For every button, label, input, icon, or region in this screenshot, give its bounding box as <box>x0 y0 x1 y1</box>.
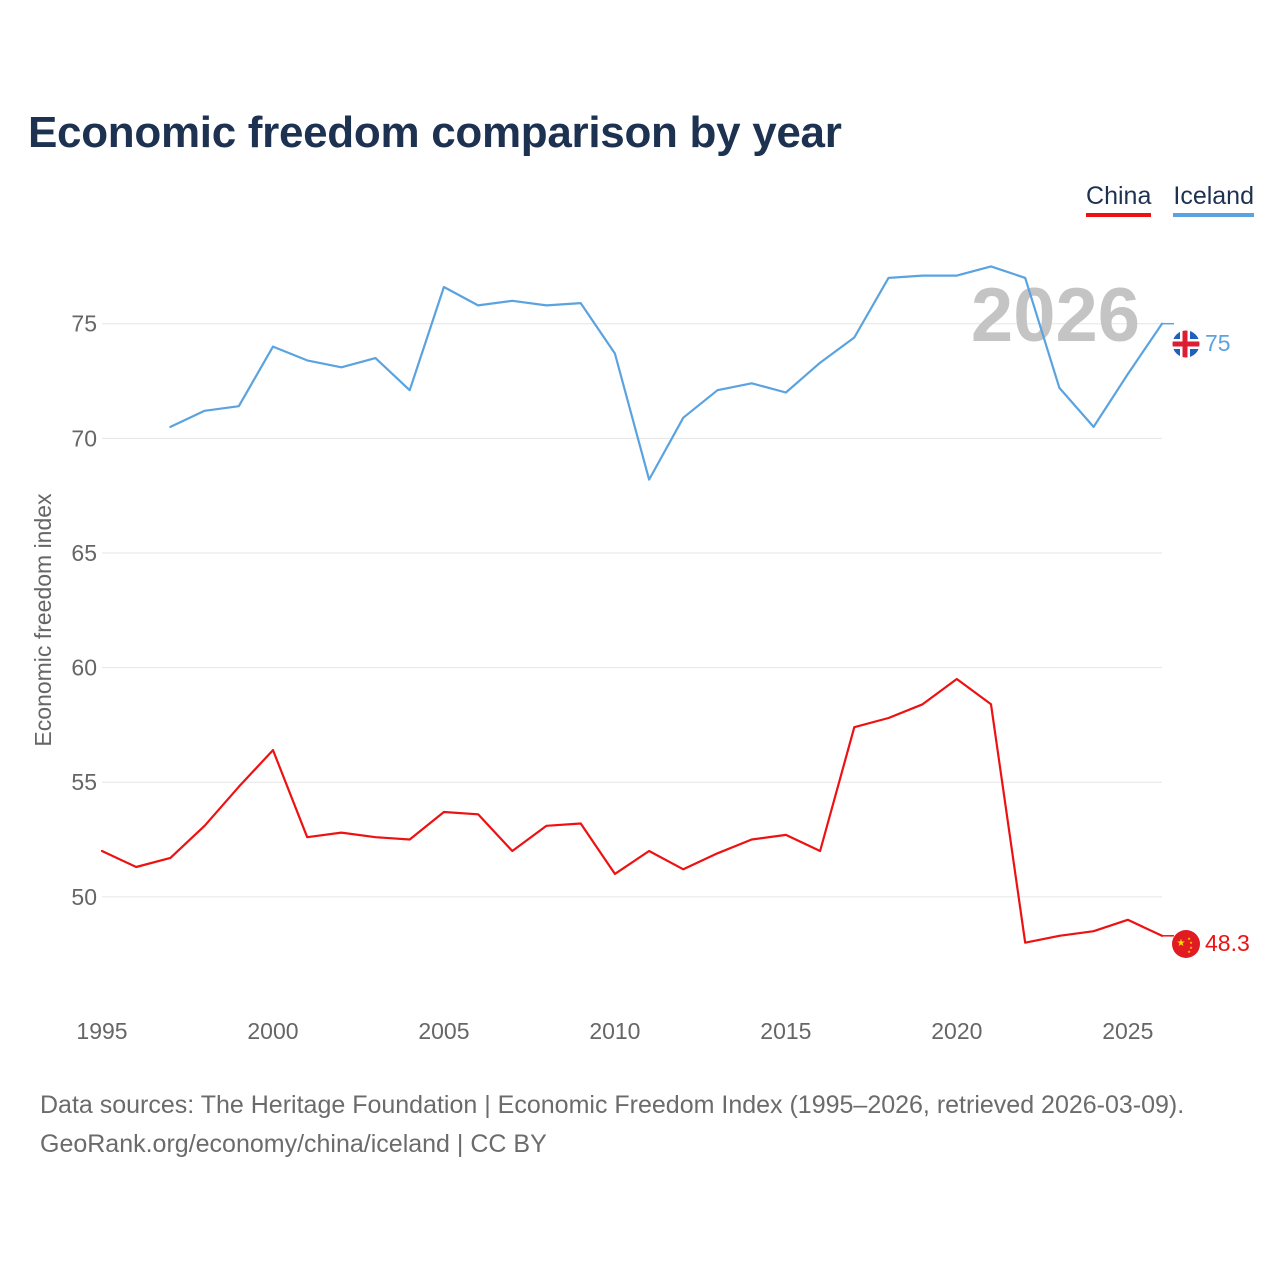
x-tick-label: 2010 <box>589 1018 640 1044</box>
data-point-iceland[interactable] <box>1020 273 1030 283</box>
legend-item-china[interactable]: China <box>1086 182 1152 217</box>
series-line-iceland <box>169 265 1164 481</box>
y-tick-label: 65 <box>71 540 97 566</box>
x-tick-label: 2000 <box>247 1018 298 1044</box>
data-point-china[interactable] <box>678 864 688 874</box>
line-chart: 50 55 60 65 70 75 1995 2000 2005 2010 2015 2020 2025… <box>30 261 1250 1044</box>
x-tick-label: 2015 <box>760 1018 811 1044</box>
data-point-china[interactable] <box>131 862 141 872</box>
data-source-note: Data sources: The Heritage Foundation | … <box>40 1091 1185 1119</box>
data-point-iceland[interactable] <box>371 353 381 363</box>
data-point-iceland[interactable] <box>1089 422 1099 432</box>
y-tick-label: 55 <box>71 769 97 795</box>
x-tick-label: 2005 <box>418 1018 469 1044</box>
data-point-china[interactable] <box>371 832 381 842</box>
data-point-iceland[interactable] <box>610 349 620 359</box>
data-point-iceland[interactable] <box>542 300 552 310</box>
legend-item-iceland[interactable]: Iceland <box>1173 182 1254 217</box>
data-point-iceland[interactable] <box>473 300 483 310</box>
data-point-china[interactable] <box>1089 926 1099 936</box>
data-point-iceland[interactable] <box>815 358 825 368</box>
data-point-iceland[interactable] <box>712 385 722 395</box>
data-point-iceland[interactable] <box>165 422 175 432</box>
data-point-iceland[interactable] <box>883 273 893 283</box>
svg-text:★: ★ <box>1189 945 1193 950</box>
data-point-iceland[interactable] <box>986 261 996 271</box>
y-tick-label: 70 <box>71 425 97 451</box>
svg-text:★: ★ <box>1189 940 1193 945</box>
data-point-china[interactable] <box>97 846 107 856</box>
data-point-china[interactable] <box>952 674 962 684</box>
data-point-china[interactable] <box>1054 931 1064 941</box>
data-point-china[interactable] <box>918 699 928 709</box>
year-watermark: 2026 <box>971 273 1140 358</box>
data-point-iceland[interactable] <box>918 271 928 281</box>
svg-text:★: ★ <box>1187 949 1191 954</box>
china-flag-icon: ★ ★ ★ ★ ★ <box>1172 930 1200 958</box>
data-point-iceland[interactable] <box>405 385 415 395</box>
data-point-china[interactable] <box>439 807 449 817</box>
data-point-iceland[interactable] <box>576 298 586 308</box>
data-point-china[interactable] <box>849 722 859 732</box>
data-point-china[interactable] <box>576 818 586 828</box>
data-point-china[interactable] <box>1020 938 1030 948</box>
data-point-china[interactable] <box>302 832 312 842</box>
data-point-china[interactable] <box>610 869 620 879</box>
data-point-iceland[interactable] <box>781 387 791 397</box>
data-point-iceland[interactable] <box>336 362 346 372</box>
x-tick-label: 2025 <box>1102 1018 1153 1044</box>
data-point-iceland[interactable] <box>507 296 517 306</box>
data-point-china[interactable] <box>405 835 415 845</box>
series-line-china <box>100 677 1164 944</box>
data-point-china[interactable] <box>234 782 244 792</box>
data-point-china[interactable] <box>883 713 893 723</box>
data-point-iceland[interactable] <box>268 342 278 352</box>
y-tick-label: 50 <box>71 884 97 910</box>
data-point-china[interactable] <box>336 828 346 838</box>
data-point-china[interactable] <box>986 699 996 709</box>
legend: China Iceland <box>1086 182 1254 217</box>
data-point-china[interactable] <box>815 846 825 856</box>
data-point-iceland[interactable] <box>849 332 859 342</box>
data-point-iceland[interactable] <box>1054 383 1064 393</box>
footer: Data sources: The Heritage Foundation | … <box>40 1086 1184 1164</box>
data-point-china[interactable] <box>781 830 791 840</box>
y-tick-label: 60 <box>71 655 97 681</box>
chart-title: Economic freedom comparison by year <box>28 108 842 157</box>
data-point-china[interactable] <box>268 745 278 755</box>
data-point-iceland[interactable] <box>644 475 654 485</box>
y-tick-label: 75 <box>71 311 97 337</box>
china-end-label: 48.3 <box>1205 930 1250 956</box>
data-point-china[interactable] <box>747 835 757 845</box>
iceland-flag-icon <box>1171 329 1201 359</box>
x-tick-label: 1995 <box>76 1018 127 1044</box>
data-point-iceland[interactable] <box>302 355 312 365</box>
data-point-china[interactable] <box>712 848 722 858</box>
data-point-china[interactable] <box>1123 915 1133 925</box>
data-point-china[interactable] <box>473 809 483 819</box>
svg-text:★: ★ <box>1187 936 1191 941</box>
svg-text:★: ★ <box>1177 938 1186 949</box>
data-point-iceland[interactable] <box>747 378 757 388</box>
data-point-iceland[interactable] <box>439 282 449 292</box>
data-point-iceland[interactable] <box>1123 369 1133 379</box>
data-point-iceland[interactable] <box>952 271 962 281</box>
data-point-iceland[interactable] <box>200 406 210 416</box>
data-point-china[interactable] <box>165 853 175 863</box>
data-point-china[interactable] <box>644 846 654 856</box>
data-point-iceland[interactable] <box>234 401 244 411</box>
data-point-iceland[interactable] <box>678 413 688 423</box>
data-point-china[interactable] <box>507 846 517 856</box>
credit-link[interactable]: GeoRank.org/economy/china/iceland | CC B… <box>40 1130 547 1158</box>
x-tick-label: 2020 <box>931 1018 982 1044</box>
data-point-china[interactable] <box>200 821 210 831</box>
iceland-end-label: 75 <box>1205 330 1231 356</box>
data-point-china[interactable] <box>542 821 552 831</box>
y-axis-label: Economic freedom index <box>30 493 56 747</box>
